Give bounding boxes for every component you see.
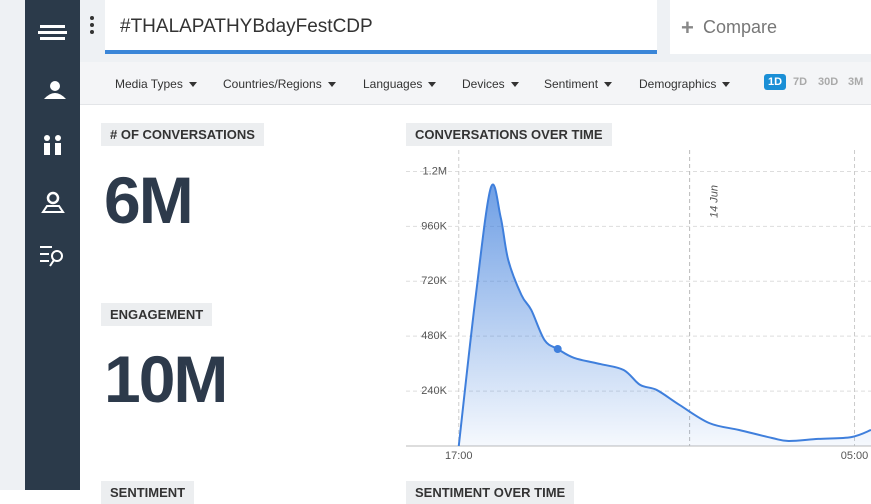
search-list-icon[interactable]: [40, 246, 63, 267]
y-tick-label: 240K: [421, 385, 447, 397]
metric-value: 6M: [104, 163, 194, 237]
plus-icon[interactable]: +: [681, 15, 694, 40]
left-strip: [0, 0, 25, 490]
logo-icon[interactable]: [38, 25, 67, 40]
metric-value: 10M: [104, 342, 228, 416]
sidebar-icons: [38, 25, 67, 267]
filter-dropdown[interactable]: Devices: [462, 77, 519, 91]
filter-dropdown[interactable]: Demographics: [639, 77, 730, 91]
time-range-button[interactable]: 3M: [848, 76, 864, 88]
highlight-point[interactable]: [553, 344, 562, 353]
search-box[interactable]: [105, 0, 657, 54]
filter-dropdown[interactable]: Countries/Regions: [223, 77, 336, 91]
page: #THALAPATHYBdayFestCDP Compare + Media T…: [0, 0, 871, 490]
y-tick-label: 480K: [421, 330, 447, 342]
filter-dropdown[interactable]: Sentiment: [544, 77, 612, 91]
section-label: SENTIMENT: [101, 481, 195, 504]
search-query[interactable]: #THALAPATHYBdayFestCDP: [120, 16, 373, 37]
location-icon[interactable]: [41, 191, 65, 213]
area: [458, 184, 871, 446]
chart: 240K 480K 720K 960K 1.2M 17:00 05:00 14 Jun: [406, 150, 871, 462]
metric-label: # OF CONVERSATIONS: [101, 123, 264, 146]
metric-label: ENGAGEMENT: [101, 303, 213, 326]
audience-icon[interactable]: [44, 81, 66, 99]
time-range-button[interactable]: 30D: [818, 76, 839, 88]
x-tick-label: 17:00: [445, 450, 473, 462]
compare-box[interactable]: Compare: [670, 0, 871, 54]
filter-dropdown[interactable]: Media Types: [115, 77, 197, 91]
sidebar: [25, 0, 80, 490]
y-tick-label: 960K: [421, 220, 447, 232]
section-label: SENTIMENT OVER TIME: [406, 481, 575, 504]
x-tick-label: 05:00: [841, 450, 869, 462]
line: [457, 183, 871, 447]
filter-dropdown[interactable]: Languages: [363, 77, 436, 91]
filter-bar: Media Types Countries/Regions Languages Dev…: [80, 62, 871, 105]
chart-title: CONVERSATIONS OVER TIME: [406, 123, 612, 146]
time-range-button[interactable]: 7D: [793, 76, 808, 88]
menu-button[interactable]: [90, 16, 94, 37]
compare-label[interactable]: Compare: [703, 17, 778, 37]
y-tick-label: 1.2M: [423, 165, 447, 177]
people-icon[interactable]: [44, 135, 61, 155]
annotation-label: 14 Jun: [709, 185, 721, 218]
time-range-button[interactable]: 1D: [764, 74, 787, 90]
y-tick-label: 720K: [421, 275, 447, 287]
